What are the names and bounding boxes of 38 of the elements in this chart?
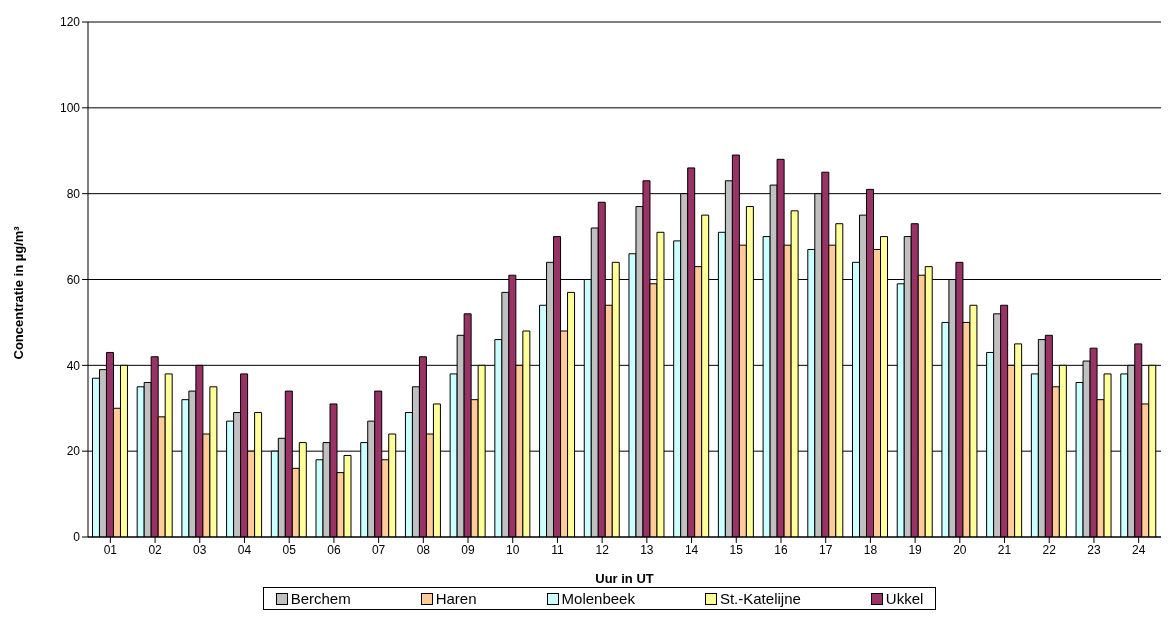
- x-tick-label: 07: [371, 542, 386, 557]
- x-tick-label: 03: [193, 542, 207, 557]
- x-tick-label: 18: [863, 542, 878, 557]
- x-tick-label: 19: [908, 542, 923, 557]
- x-tick-label: 01: [103, 542, 118, 557]
- x-tick-label: 06: [327, 542, 341, 557]
- x-tick-label: 21: [997, 542, 1012, 557]
- x-tick-label: 20: [953, 542, 967, 557]
- x-tick-label: 11: [551, 542, 564, 557]
- y-tick-label: 40: [66, 358, 81, 373]
- legend-label: Haren: [434, 590, 477, 607]
- x-tick-label: 13: [640, 542, 654, 557]
- x-tick-label: 22: [1042, 542, 1057, 557]
- x-tick-label: 24: [1131, 542, 1146, 557]
- legend-label: St.-Katelijne: [718, 590, 801, 607]
- x-tick-label: 05: [282, 542, 297, 557]
- x-tick-label: 09: [461, 542, 476, 557]
- x-tick-label: 14: [684, 542, 699, 557]
- x-axis-title: Uur in UT: [595, 571, 654, 586]
- x-tick-label: 23: [1087, 542, 1101, 557]
- legend-label: Berchem: [289, 590, 351, 607]
- y-tick-label: 80: [66, 186, 81, 201]
- x-tick-label: 16: [774, 542, 788, 557]
- x-tick-label: 04: [237, 542, 252, 557]
- x-tick-label: 15: [729, 542, 744, 557]
- x-tick-label: 02: [148, 542, 163, 557]
- y-tick-label: 100: [59, 101, 81, 116]
- y-tick-label: 60: [66, 272, 81, 287]
- x-tick-label: 17: [819, 542, 833, 557]
- legend-label: Ukkel: [884, 590, 924, 607]
- x-tick-label: 12: [595, 542, 610, 557]
- y-tick-label: 20: [66, 444, 81, 459]
- legend-label: Molenbeek: [560, 590, 635, 607]
- y-axis-title: Concentratie in µg/m³: [10, 225, 26, 360]
- y-tick-label: 120: [59, 15, 81, 30]
- x-tick-label: 08: [416, 542, 431, 557]
- x-tick-label: 10: [506, 542, 520, 557]
- y-tick-label: 0: [73, 530, 81, 545]
